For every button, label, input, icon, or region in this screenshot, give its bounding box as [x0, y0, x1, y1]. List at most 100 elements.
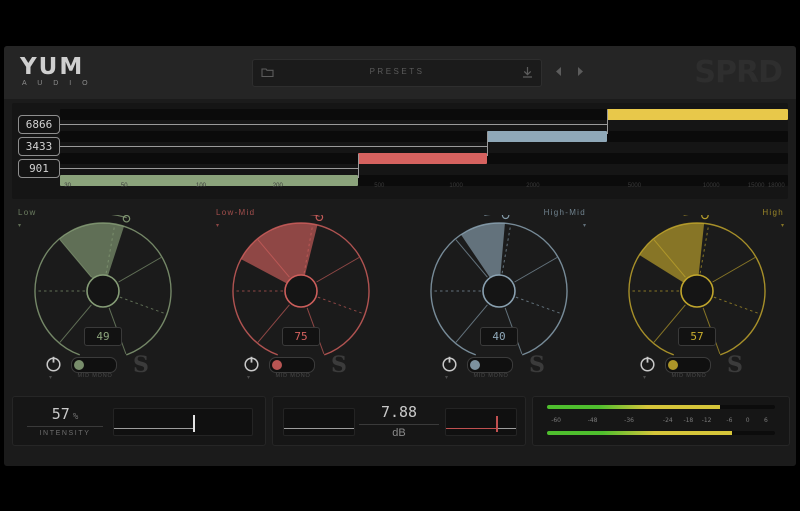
toggle-knob	[668, 360, 678, 370]
band-dial[interactable]	[612, 215, 782, 367]
intensity-value: 57%	[27, 405, 103, 423]
band-value-input[interactable]: 49	[84, 327, 122, 346]
crossover-frequency-input[interactable]: 901	[18, 159, 60, 178]
meter-scale-label: -48	[587, 417, 598, 424]
brand-name: YUM	[20, 54, 85, 80]
gain-unit-label: dB	[359, 424, 439, 439]
crossover-handle[interactable]	[486, 132, 488, 156]
plugin-body: YUM A U D I O PRESETS	[4, 46, 796, 466]
band-title: Low	[18, 208, 37, 217]
band-dial[interactable]	[216, 215, 386, 367]
frequency-axis: 30 50 100 200 500 1000 2000 5000 10000 15000 18000	[60, 183, 788, 197]
band-panel-low: Low ▾ 49 ▾ MID MONO S	[4, 203, 202, 390]
next-preset-icon[interactable]	[574, 65, 587, 78]
band-title: High-Mid	[543, 208, 586, 217]
output-meter-panel: -60 -48 -36 -24 -18 -12 -6 0 6	[532, 396, 790, 446]
band-range-lane[interactable]	[60, 175, 788, 186]
preset-controls: PRESETS	[252, 59, 592, 87]
intensity-slider-handle[interactable]	[192, 415, 195, 432]
gain-panel: 7.88 dB	[272, 396, 526, 446]
solo-button[interactable]: S	[133, 352, 149, 378]
power-icon[interactable]	[639, 355, 656, 372]
save-icon[interactable]	[522, 66, 533, 79]
mid-mono-label: MID MONO	[275, 373, 311, 379]
solo-button[interactable]: S	[529, 352, 545, 378]
mid-mono-toggle[interactable]	[665, 357, 711, 373]
meter-scale: -60 -48 -36 -24 -18 -12 -6 0 6	[547, 417, 775, 427]
power-icon[interactable]	[45, 355, 62, 372]
meter-scale-label: -18	[683, 417, 694, 424]
band-range-bar[interactable]	[486, 131, 608, 142]
band-dial[interactable]	[18, 215, 188, 367]
frequency-tick-label: 500	[374, 183, 385, 189]
mid-mono-toggle[interactable]	[269, 357, 315, 373]
preset-browser[interactable]: PRESETS	[252, 59, 542, 87]
band-panel-high-mid: High-Mid ▾ 40 ▾ MID MONO S	[400, 203, 598, 390]
intensity-slider[interactable]	[113, 408, 253, 436]
frequency-tick-label: 100	[196, 183, 207, 189]
band-value-input[interactable]: 40	[480, 327, 518, 346]
band-range-bar[interactable]	[607, 109, 788, 120]
band-title: Low-Mid	[216, 208, 256, 217]
meter-left-track	[547, 405, 775, 409]
crossover-section: 6866 3433 901 30 50 100 200 500 1000 2000 5000 100…	[4, 99, 796, 203]
crossover-frequency-input[interactable]: 3433	[18, 137, 60, 156]
meter-scale-label: 6	[763, 417, 768, 424]
band-controls-row: ▾ MID MONO S	[233, 352, 369, 383]
frequency-tick-label: 18000	[767, 183, 785, 189]
prev-preset-icon[interactable]	[552, 65, 565, 78]
crossover-handle[interactable]	[607, 110, 609, 134]
meter-scale-label: -6	[726, 417, 733, 424]
mid-mono-label: MID MONO	[671, 373, 707, 379]
intensity-unit: %	[72, 412, 79, 422]
frequency-tick-label: 15000	[747, 183, 765, 189]
gain-slider-fill	[446, 428, 497, 429]
crossover-handle[interactable]	[357, 154, 359, 178]
mid-mono-toggle[interactable]	[71, 357, 117, 373]
meter-scale-label: 0	[745, 417, 750, 424]
crossover-connector-line	[60, 168, 358, 169]
yum-audio-logo: YUM A U D I O	[20, 54, 130, 91]
band-range-bar[interactable]	[357, 153, 487, 164]
crossover-frequency-input[interactable]: 6866	[18, 115, 60, 134]
gain-value: 7.88	[380, 403, 418, 421]
frequency-tick-label: 10000	[702, 183, 720, 189]
gain-slider-right[interactable]	[445, 408, 517, 436]
band-controls-row: ▾ MID MONO S	[35, 352, 171, 383]
band-range-lane[interactable]	[60, 109, 788, 120]
power-icon[interactable]	[441, 355, 458, 372]
mid-mono-toggle[interactable]	[467, 357, 513, 373]
band-controls-row: ▾ MID MONO S	[629, 352, 765, 383]
band-range-lane[interactable]	[60, 131, 788, 142]
band-caret-icon[interactable]: ▾	[582, 223, 586, 229]
band-range-lane[interactable]	[60, 153, 788, 164]
power-caret-icon[interactable]: ▾	[643, 375, 647, 381]
power-icon[interactable]	[243, 355, 260, 372]
band-dial[interactable]	[414, 215, 584, 367]
toggle-knob	[74, 360, 84, 370]
gain-slider-left[interactable]	[283, 408, 355, 436]
power-caret-icon[interactable]: ▾	[247, 375, 251, 381]
solo-button[interactable]: S	[727, 352, 743, 378]
gain-slider-handle[interactable]	[496, 416, 499, 432]
frequency-tick-label: 2000	[526, 183, 540, 189]
band-title: High	[762, 208, 784, 217]
band-range-bar[interactable]	[60, 175, 358, 186]
frequency-tick-label: 200	[272, 183, 283, 189]
crossover-panel: 6866 3433 901 30 50 100 200 500 1000 2000 5000 100…	[12, 103, 788, 199]
band-value-input[interactable]: 75	[282, 327, 320, 346]
bands-section: Low ▾ 49 ▾ MID MONO S Low-Mid ▾	[4, 203, 796, 390]
power-caret-icon[interactable]: ▾	[49, 375, 53, 381]
meter-right-track	[547, 431, 775, 435]
band-caret-icon[interactable]: ▾	[216, 223, 220, 229]
solo-button[interactable]: S	[331, 352, 347, 378]
band-caret-icon[interactable]: ▾	[18, 223, 22, 229]
footer-section: 57% INTENSITY 7.88 dB	[4, 390, 796, 466]
power-caret-icon[interactable]: ▾	[445, 375, 449, 381]
folder-icon[interactable]	[261, 66, 274, 79]
band-caret-icon[interactable]: ▾	[780, 223, 784, 229]
gain-left-track	[284, 428, 354, 429]
intensity-panel: 57% INTENSITY	[12, 396, 266, 446]
band-value-input[interactable]: 57	[678, 327, 716, 346]
